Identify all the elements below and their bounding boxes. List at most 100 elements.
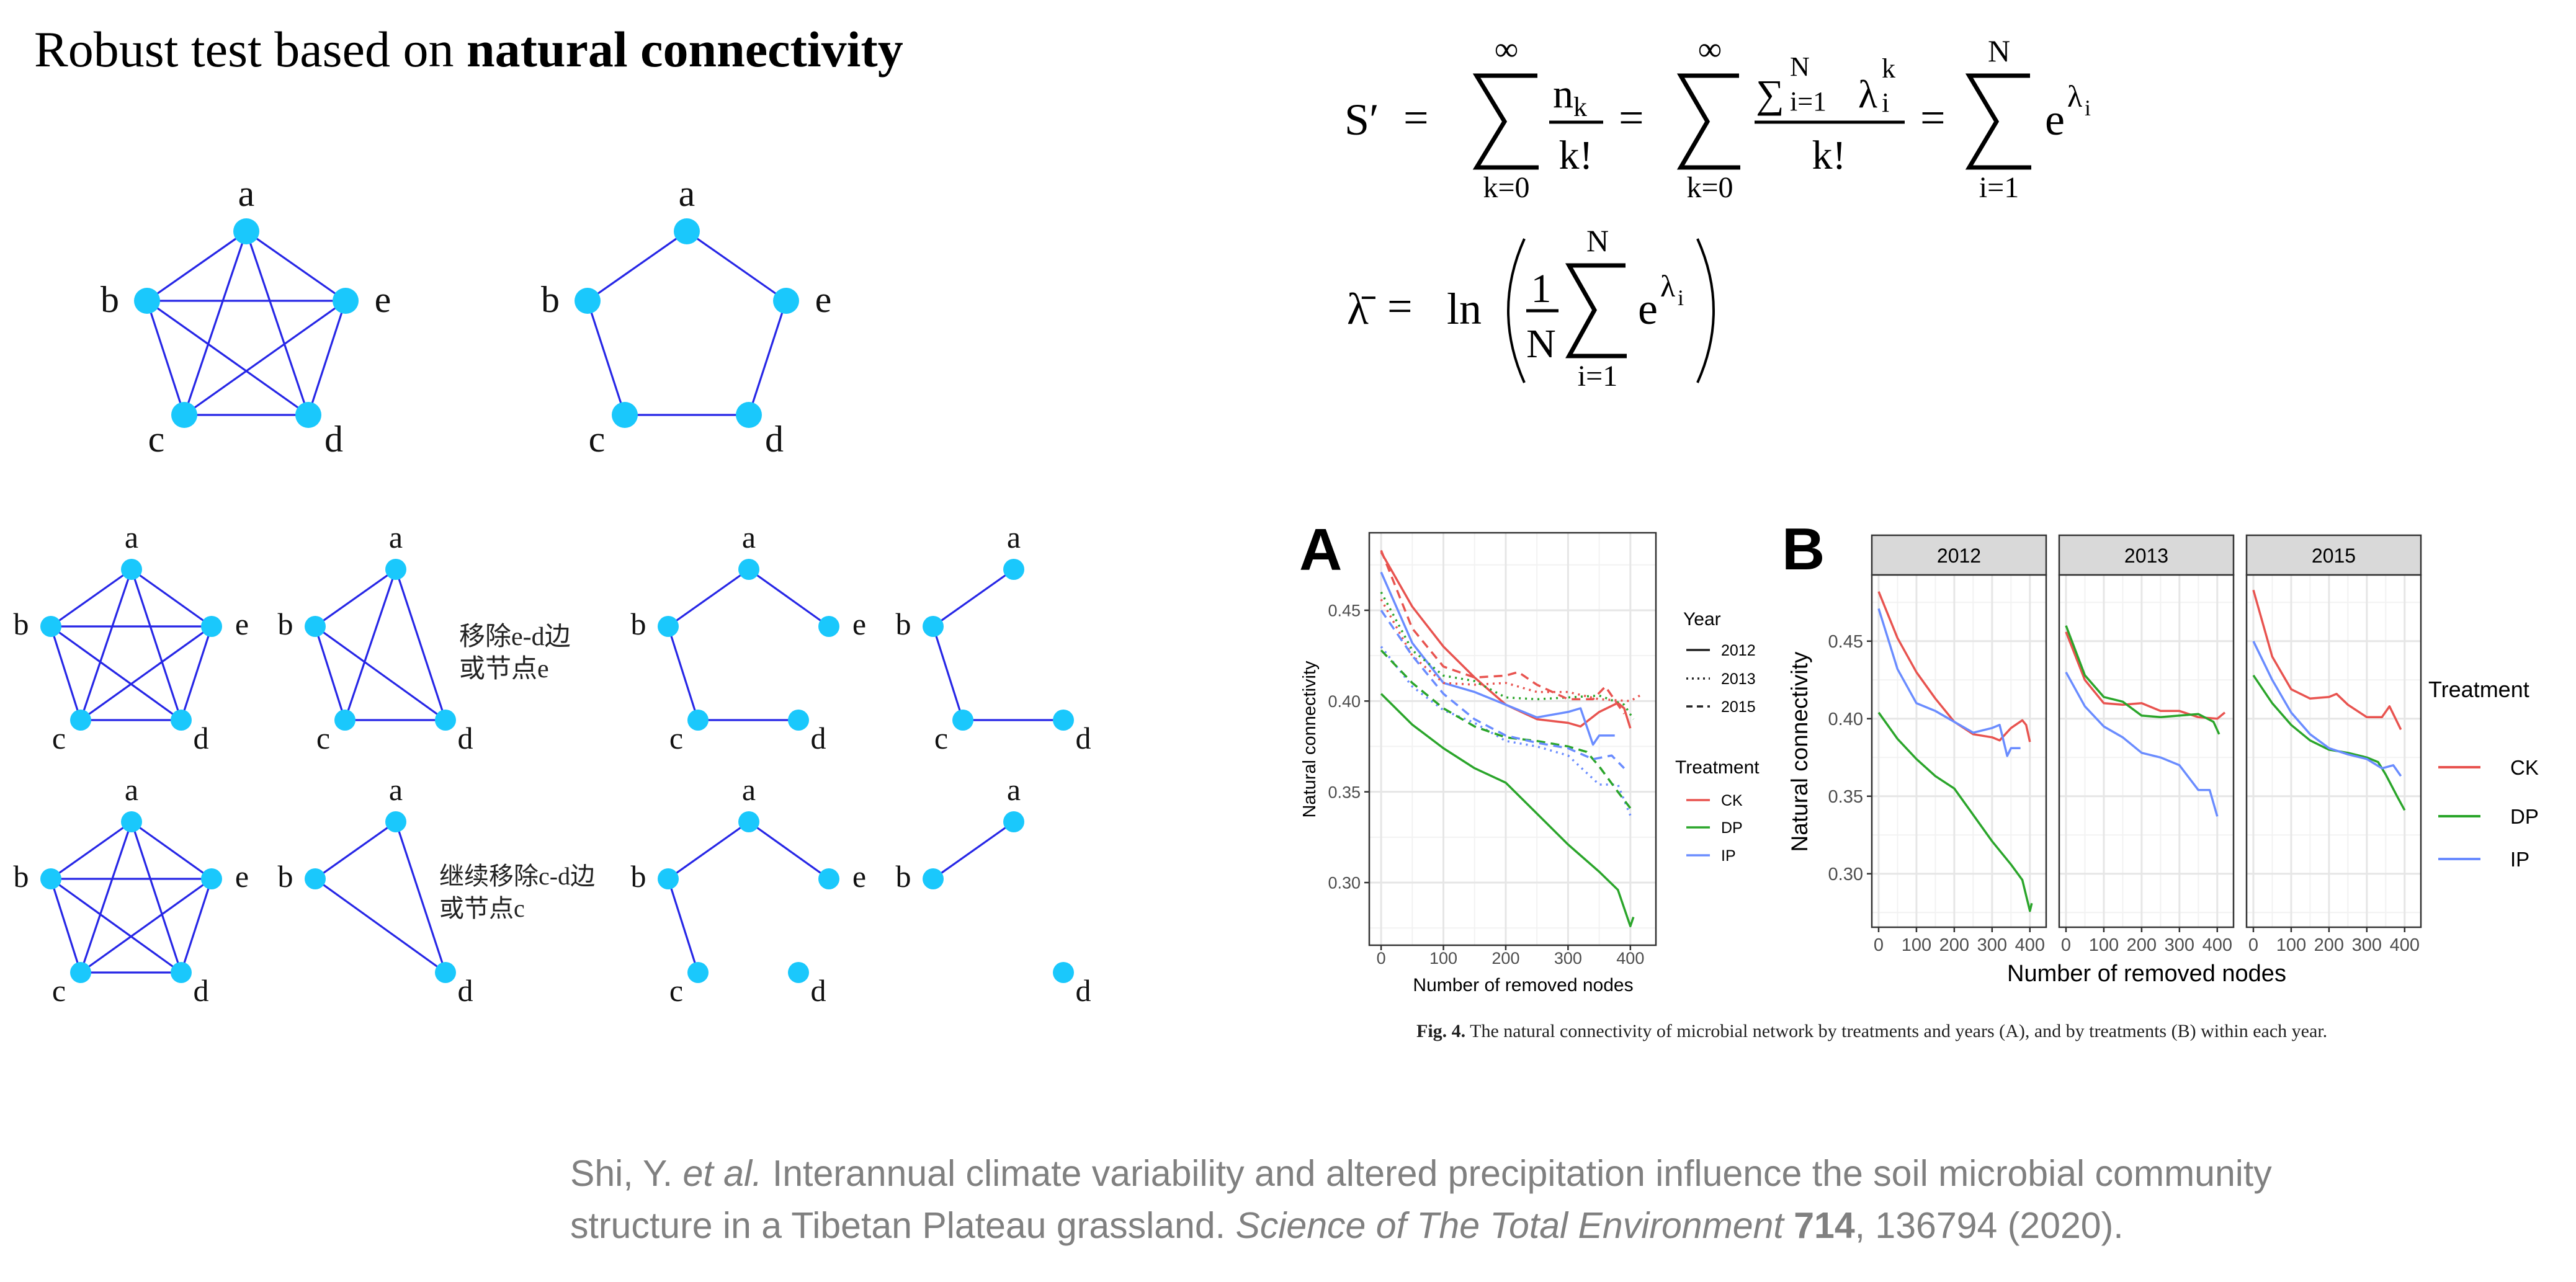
node-label: a [389,520,403,554]
node-label: a [742,772,756,807]
summation-symbol-icon [1676,73,1740,170]
panel-label-b: B [1782,516,1825,582]
network-edge [315,625,446,721]
panel-border [2245,574,2422,928]
node-label: b [14,859,29,894]
network-annotation-2: 继续移除c-d边 或节点c [439,862,595,922]
formula1-frac2-lambda: λ [1858,72,1877,116]
x-tick-label: 400 [2203,935,2232,955]
x-tick-label: 100 [1902,935,1931,955]
series-line-ck-2012 [1877,591,2031,742]
network-node [575,288,601,314]
node-label: c [52,973,66,1008]
network-edge [748,300,787,416]
network-edge [932,568,1014,628]
x-tick-label: 100 [1429,949,1457,968]
network-graph: a b c d e [14,520,249,755]
formula1-frac1-denominator: k! [1559,133,1593,178]
formula1-frac2-sigma-sub: i=1 [1790,86,1827,117]
x-tick-label: 300 [2165,935,2194,955]
facet-strip-label: 2012 [1937,545,1981,567]
citation-et-al: et al. [683,1153,763,1194]
formula1-frac1-num-n: n [1553,71,1573,117]
network-graph: a b c d e [631,772,867,1008]
node-label: a [125,520,138,554]
node-label: d [811,721,826,755]
network-node [121,811,142,832]
x-tick-label: 0 [2061,935,2071,955]
facet-strip [2058,534,2235,576]
network-edge [395,569,447,721]
legend-label-year: 2013 [1721,670,1756,688]
citation-title-part1: Interannual climate variability and alte… [762,1153,2272,1194]
formula2-equals: = [1387,282,1413,331]
legend-label-treatment: DP [2510,805,2539,828]
network-node [40,868,61,889]
network-edge [315,878,446,974]
network-edge [183,231,248,416]
node-label: b [278,859,293,894]
network-edge [314,626,346,721]
summation-symbol-icon [1965,73,2031,170]
panel-border [2058,574,2235,928]
series-line-ip-2015 [1380,610,1626,769]
series-line-ip-2015 [2252,641,2402,777]
formula1-frac1-num-sub: k [1573,92,1587,122]
network-edge [668,821,749,880]
x-tick-label: 200 [1491,949,1519,968]
network-edge [686,230,787,302]
citation-title-part2: structure in a Tibetan Plateau grassland… [570,1205,1235,1246]
x-tick-label: 200 [2314,935,2344,955]
x-tick-label: 300 [1554,949,1582,968]
network-node [1053,710,1074,731]
network-edge [50,626,82,721]
y-tick-label: 0.30 [1828,865,1863,884]
formula2-sum-upper: N [1586,223,1609,258]
network-node [687,710,709,731]
plot-background [2059,575,2234,927]
slide-title-bold: natural connectivity [467,21,903,78]
y-axis-title: Natural connectivity [1300,661,1320,818]
network-edge [586,300,626,416]
series-line-dp-2015 [2252,674,2406,811]
network-node [1003,559,1024,580]
formula-average-eigenvalue: λ̄ = ln 1 N N i=1 e λ i [1347,223,1715,393]
plot-panel: 0 100 200 300 400 0.30 0.35 0.40 0.45 [1328,532,1657,968]
plot-panel: 0 100 200 300 400 [2245,574,2422,955]
panel-border [1368,532,1657,946]
network-graph: a b c d [896,520,1091,755]
citation-authors: Shi, Y. [570,1153,683,1194]
node-label: a [1007,772,1021,807]
network-node [333,288,359,314]
facet-strip-label: 2013 [2124,545,2168,567]
network-edge [344,569,397,721]
right-parenthesis-icon [1696,238,1715,383]
network-node [201,616,222,637]
legend-title-treatment: Treatment [2428,677,2529,702]
network-node [305,868,326,889]
network-node [70,710,91,731]
citation-line-1: Shi, Y. et al. Interannual climate varia… [570,1153,2272,1194]
network-node [687,962,709,983]
x-tick-label: 0 [1377,949,1386,968]
x-axis-title: Number of removed nodes [2007,961,2286,987]
node-label: b [896,859,911,894]
network-node [171,962,192,983]
network-edge [307,300,347,416]
network-edge [50,878,82,973]
series-line-ck-2013 [1380,599,1644,703]
summation-symbol-icon [1472,73,1539,170]
legend-title-treatment: Treatment [1675,757,1760,778]
network-edge [245,231,310,416]
network-node [1053,962,1074,983]
network-edge [184,300,346,416]
network-edge [50,821,132,880]
network-edge [50,878,182,974]
node-label: b [541,279,560,320]
network-node [233,218,259,244]
citation-pages-year: , 136794 (2020). [1855,1205,2124,1246]
network-node [818,868,839,889]
node-label: d [1076,721,1091,755]
